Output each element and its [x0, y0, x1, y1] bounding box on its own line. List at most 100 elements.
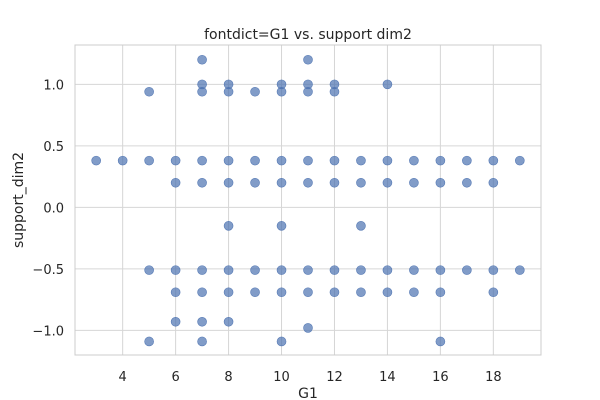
data-point — [223, 221, 234, 231]
data-point — [382, 265, 393, 275]
data-point — [303, 155, 313, 166]
x-tick-label: 16 — [432, 370, 449, 385]
data-point — [382, 177, 393, 188]
data-point — [250, 155, 260, 166]
data-point — [515, 155, 525, 166]
data-point — [435, 265, 446, 275]
data-point — [276, 177, 287, 188]
chart-title: fontdict=G1 vs. support dim2 — [204, 27, 412, 43]
data-point — [250, 86, 260, 97]
data-point — [329, 265, 340, 275]
data-point — [382, 287, 393, 298]
data-point — [356, 177, 366, 188]
data-point — [276, 86, 287, 97]
data-point — [276, 221, 287, 231]
x-tick-label: 6 — [171, 370, 179, 385]
data-point — [435, 287, 446, 298]
data-point — [276, 336, 287, 347]
data-point — [303, 177, 313, 188]
data-point — [303, 54, 313, 65]
x-tick-label: 12 — [326, 370, 343, 385]
data-point — [223, 155, 234, 166]
data-point — [170, 265, 181, 275]
data-point — [170, 316, 181, 327]
data-points — [91, 54, 525, 347]
data-point — [409, 155, 419, 166]
data-point — [197, 287, 207, 298]
y-axis-ticks: 1.0 0.5 0.0 −0.5 −1.0 — [32, 78, 64, 339]
data-point — [488, 155, 499, 166]
data-point — [382, 155, 393, 166]
data-point — [223, 316, 234, 327]
y-tick-label: −1.0 — [32, 324, 64, 339]
data-point — [197, 265, 207, 275]
data-point — [356, 155, 366, 166]
x-tick-label: 8 — [224, 370, 232, 385]
data-point — [276, 265, 287, 275]
data-point — [356, 265, 366, 275]
data-point — [382, 79, 393, 90]
data-point — [144, 265, 154, 275]
data-point — [303, 323, 313, 333]
data-point — [91, 155, 101, 166]
data-point — [223, 177, 234, 188]
data-point — [329, 287, 340, 298]
data-point — [223, 265, 234, 275]
data-point — [223, 86, 234, 97]
data-point — [329, 177, 340, 188]
data-point — [197, 155, 207, 166]
data-point — [197, 54, 207, 65]
data-point — [462, 265, 472, 275]
y-tick-label: −0.5 — [32, 263, 64, 278]
data-point — [488, 287, 499, 298]
data-point — [488, 265, 499, 275]
data-point — [329, 155, 340, 166]
data-point — [250, 177, 260, 188]
y-tick-label: 1.0 — [43, 78, 64, 93]
data-point — [435, 336, 446, 347]
data-point — [409, 287, 419, 298]
data-point — [409, 265, 419, 275]
data-point — [356, 287, 366, 298]
data-point — [144, 86, 154, 97]
data-point — [356, 221, 366, 231]
data-point — [223, 287, 234, 298]
data-point — [462, 155, 472, 166]
x-axis-ticks: 4 6 8 10 12 14 16 18 — [119, 370, 502, 385]
data-point — [144, 336, 154, 347]
y-axis-label: support_dim2 — [11, 152, 27, 248]
data-point — [144, 155, 154, 166]
data-point — [409, 177, 419, 188]
data-point — [250, 265, 260, 275]
data-point — [488, 177, 499, 188]
x-tick-label: 18 — [485, 370, 502, 385]
data-point — [197, 86, 207, 97]
y-tick-label: 0.5 — [43, 140, 64, 155]
plot-frame — [74, 44, 542, 356]
data-point — [303, 287, 313, 298]
data-point — [170, 155, 181, 166]
data-point — [197, 177, 207, 188]
data-point — [435, 177, 446, 188]
data-point — [250, 287, 260, 298]
data-point — [435, 155, 446, 166]
x-tick-label: 14 — [379, 370, 396, 385]
data-point — [515, 265, 525, 275]
data-point — [303, 86, 313, 97]
data-point — [276, 155, 287, 166]
data-point — [170, 287, 181, 298]
x-axis-label: G1 — [298, 386, 318, 400]
data-point — [197, 316, 207, 327]
y-tick-label: 0.0 — [43, 201, 64, 216]
x-tick-label: 4 — [119, 370, 127, 385]
data-point — [197, 336, 207, 347]
data-point — [276, 287, 287, 298]
data-point — [303, 265, 313, 275]
data-point — [170, 177, 181, 188]
data-point — [117, 155, 128, 166]
data-point — [462, 177, 472, 188]
x-tick-label: 10 — [273, 370, 290, 385]
data-point — [329, 86, 340, 97]
